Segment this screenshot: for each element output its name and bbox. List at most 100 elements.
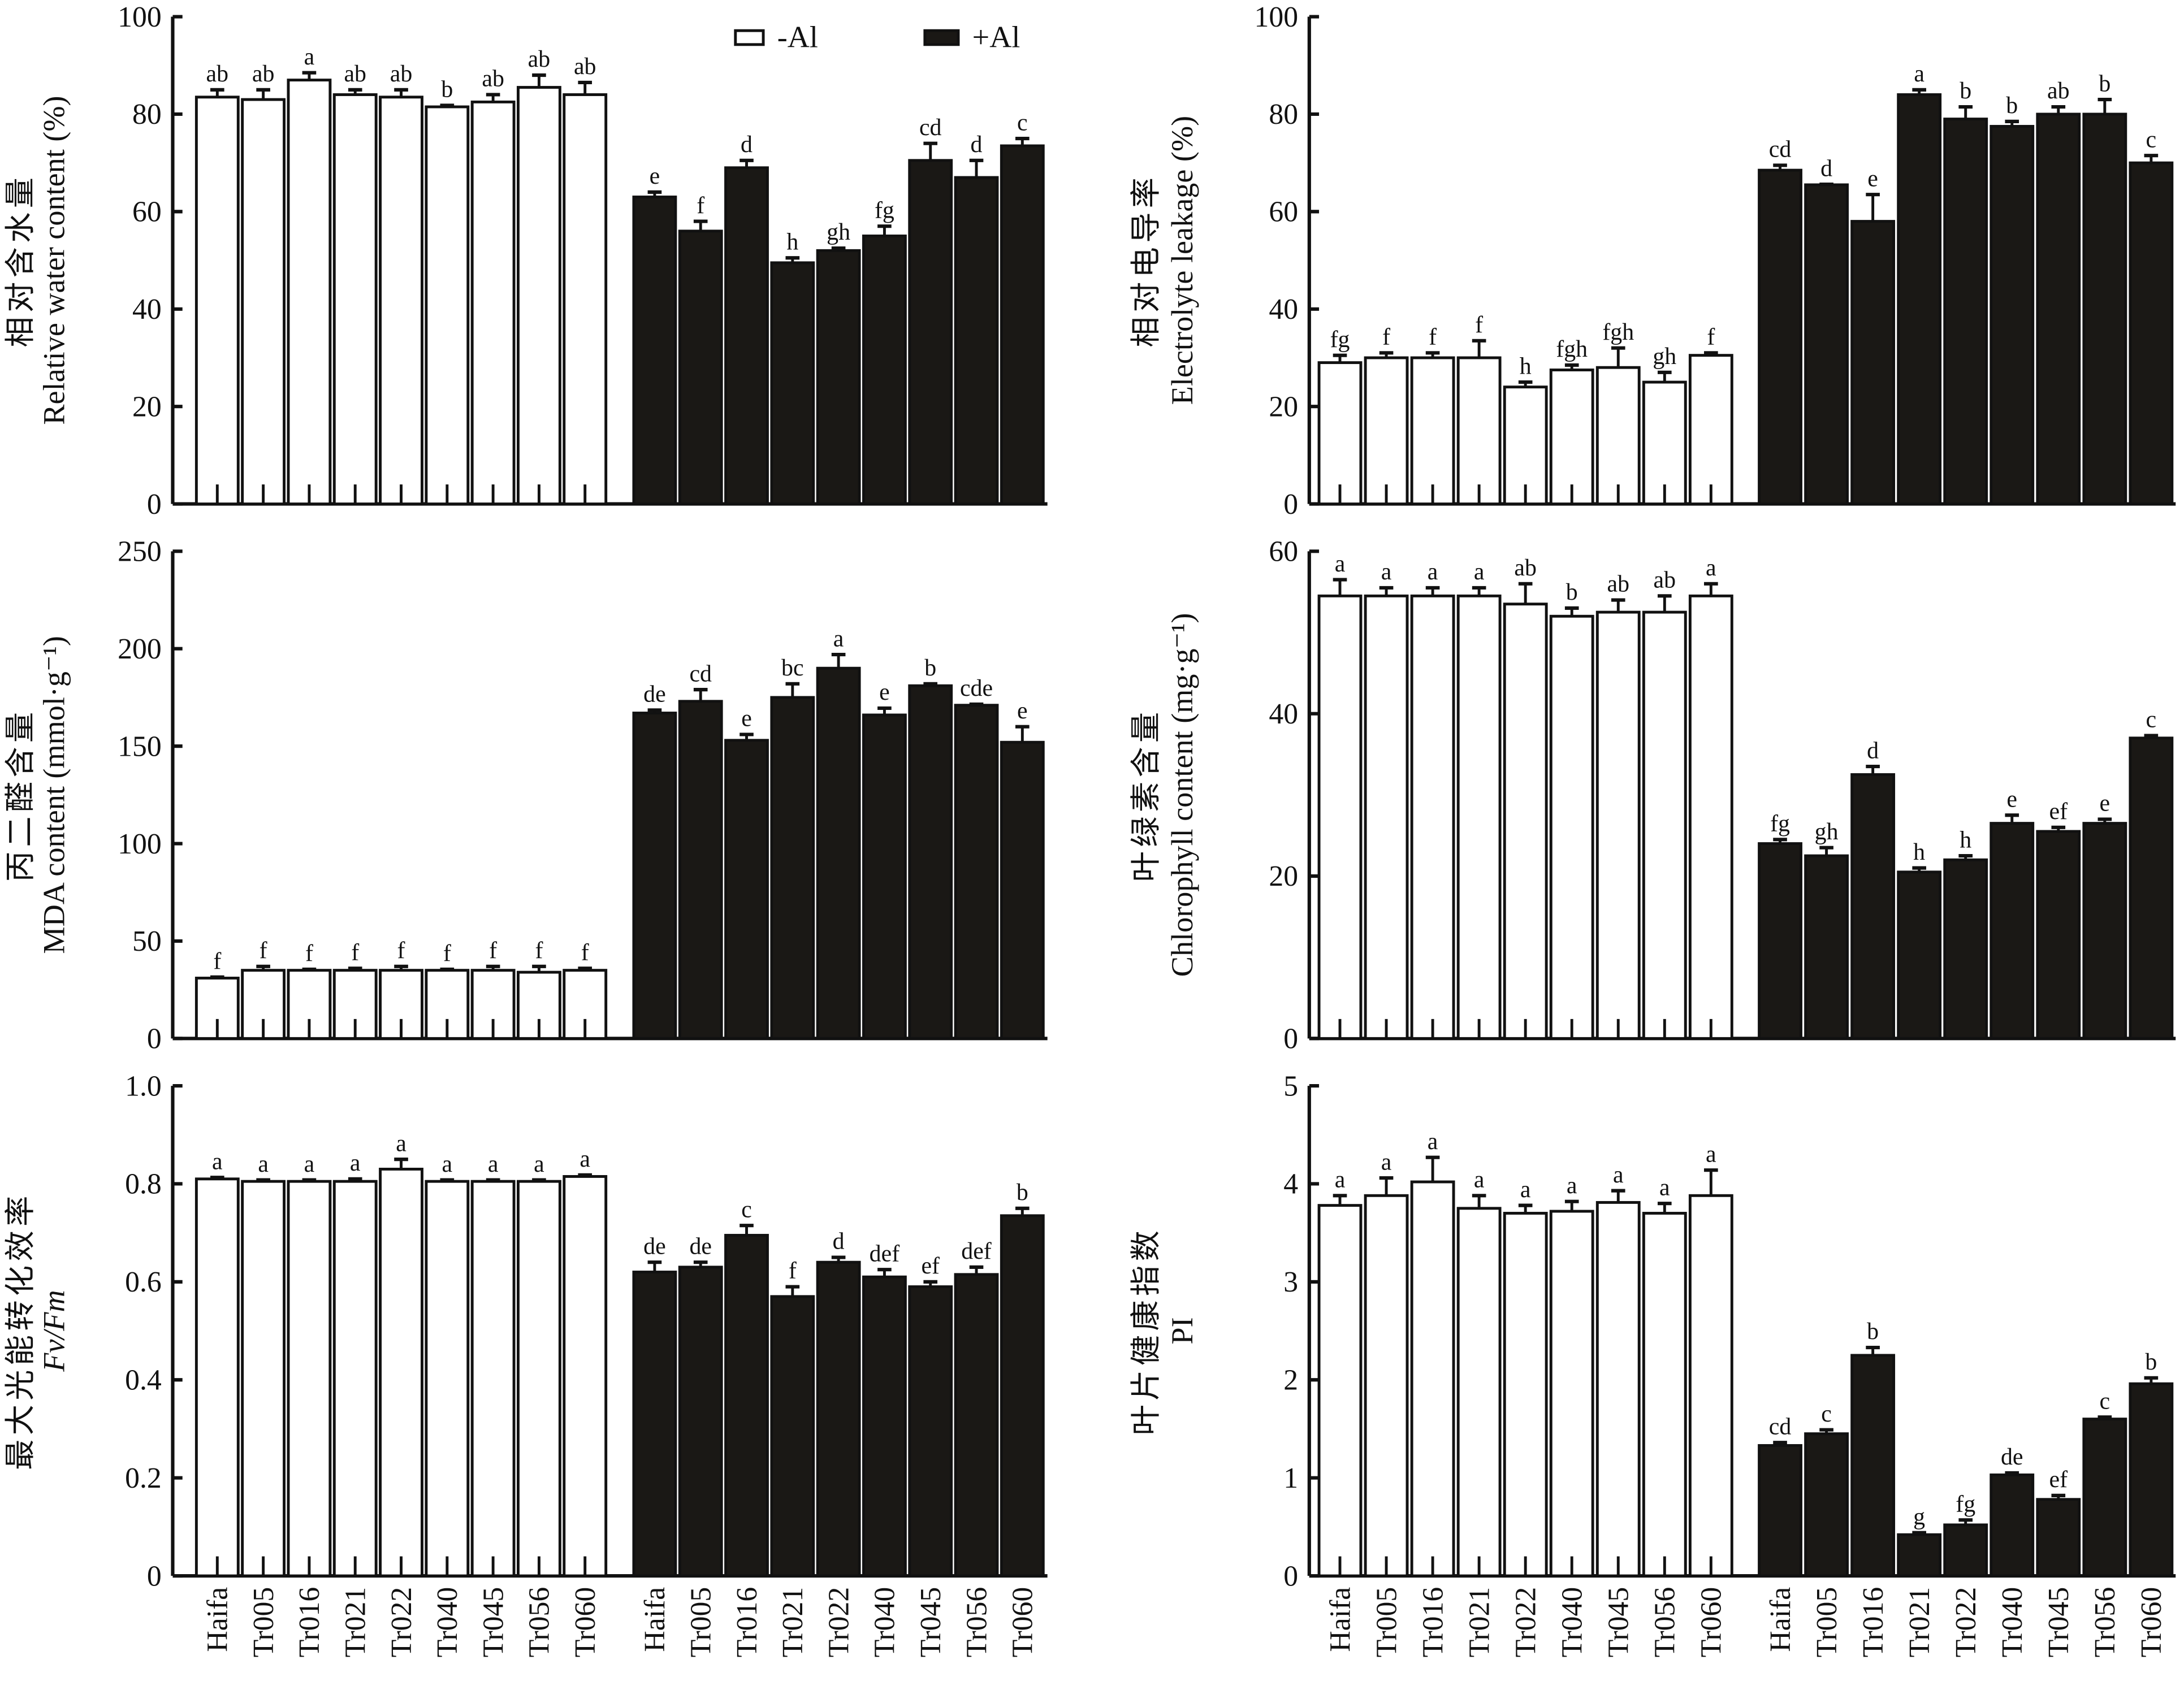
y-tick-label: 0.2 <box>125 1462 162 1494</box>
bar-Al-Tr056 <box>1642 1212 1687 1578</box>
y-axis-label-en: Electrolyte leakage (%) <box>1165 116 1199 405</box>
significance-letter: de <box>689 1233 712 1259</box>
legend: -Al +Al <box>734 20 1020 54</box>
significance-letter: b <box>1867 1319 1879 1345</box>
x-tick-label: Tr060 <box>569 1587 602 1658</box>
bar-Al-Tr056 <box>954 176 999 506</box>
y-tick-label: 0 <box>1283 488 1298 521</box>
bar-Al-Tr021 <box>770 696 815 1040</box>
legend-label-minus-al: -Al <box>777 20 818 54</box>
significance-letter: f <box>1382 324 1390 350</box>
bar-Al-Tr022 <box>379 1168 423 1578</box>
x-tick-label: Tr060 <box>1696 1587 1728 1658</box>
bar-Al-Tr060 <box>2129 161 2174 506</box>
y-tick-label: 40 <box>1269 293 1298 326</box>
x-tick-label: Tr060 <box>2135 1587 2168 1658</box>
panel-3: 0 50 100 150 200 250 丙二醛含量 MDA content (mmol·g⁻… <box>3 536 1048 1055</box>
significance-letter: f <box>397 938 405 964</box>
y-tick-label: 40 <box>1269 698 1298 730</box>
significance-letter: ab <box>1514 555 1537 581</box>
x-tick-label: Tr060 <box>1007 1587 1039 1658</box>
significance-letter: f <box>697 193 704 219</box>
significance-letter: d <box>741 132 752 158</box>
bar-Al-Tr056 <box>2082 1418 2127 1578</box>
bar-Al-Tr045 <box>908 1285 953 1578</box>
y-tick-label: 3 <box>1283 1266 1298 1298</box>
significance-letter: fg <box>875 197 894 223</box>
y-tick-label: 20 <box>132 391 162 423</box>
y-axis-label-cn: 最大光能转化效率 <box>3 1191 37 1470</box>
y-tick-label: 0 <box>147 1560 162 1592</box>
significance-letter: a <box>1659 1175 1670 1201</box>
bar-Al-Haifa <box>1758 1444 1802 1578</box>
significance-letter: a <box>488 1151 499 1177</box>
x-tick-label: Tr045 <box>1603 1587 1635 1658</box>
bar-Al-Haifa <box>632 712 677 1040</box>
y-tick-label: 1.0 <box>125 1070 162 1102</box>
significance-letter: b <box>2099 71 2111 97</box>
x-tick-label: Haifa <box>1765 1587 1797 1652</box>
significance-letter: a <box>1474 1167 1485 1193</box>
significance-letter: f <box>789 1258 797 1284</box>
bar-Al-Tr022 <box>816 249 861 506</box>
bar-Al-Tr016 <box>724 1234 769 1578</box>
significance-letter: b <box>441 77 453 103</box>
bar-Al-Tr060 <box>563 1175 608 1578</box>
significance-letter: f <box>305 941 313 967</box>
x-tick-label: Tr021 <box>777 1587 809 1658</box>
bar-Al-Haifa <box>1758 842 1802 1040</box>
bar-Al-Tr045 <box>1595 366 1641 506</box>
significance-letter: a <box>442 1151 453 1177</box>
significance-letter: a <box>304 1151 315 1177</box>
bar-Al-Tr060 <box>2129 1382 2174 1578</box>
bar-Al-Tr005 <box>1364 1194 1409 1578</box>
y-tick-label: 150 <box>118 730 162 762</box>
legend-swatch-minus-al <box>734 29 765 46</box>
bar-Al-Haifa <box>632 1271 677 1578</box>
significance-letter: b <box>2145 1349 2157 1375</box>
significance-letter: e <box>1017 698 1028 724</box>
bar-Al-Tr056 <box>517 1180 561 1578</box>
significance-letter: c <box>1017 110 1028 136</box>
bar-Al-Tr060 <box>1000 740 1045 1040</box>
significance-letter: a <box>1520 1177 1531 1203</box>
significance-letter: a <box>833 626 844 652</box>
significance-letter: b <box>2006 93 2018 119</box>
x-tick-label: Tr040 <box>1996 1587 2029 1658</box>
y-tick-label: 0.6 <box>125 1266 162 1298</box>
bar-Al-Tr016 <box>1410 594 1455 1040</box>
significance-letter: a <box>350 1150 361 1176</box>
bar-Al-Tr016 <box>287 79 332 506</box>
bar-Al-Tr016 <box>1850 1354 1896 1578</box>
bar-Al-Tr021 <box>770 1295 815 1578</box>
significance-letter: de <box>2001 1444 2023 1470</box>
y-tick-label: 100 <box>1255 1 1299 33</box>
y-tick-label: 250 <box>118 536 162 568</box>
bar-Al-Haifa <box>194 96 240 506</box>
bar-Al-Tr045 <box>2036 112 2081 506</box>
significance-letter: ef <box>2049 1467 2068 1493</box>
bar-Al-Tr056 <box>2082 822 2127 1040</box>
significance-letter: f <box>1475 312 1483 338</box>
y-tick-label: 60 <box>1269 196 1298 228</box>
x-tick-label: Tr021 <box>1904 1587 1936 1658</box>
significance-letter: e <box>2100 791 2111 817</box>
x-tick-label: Tr040 <box>1556 1587 1588 1658</box>
panel-1: 0 20 40 60 80 100 相对含水量 Relative water content … <box>3 1 1048 521</box>
bar-Al-Tr021 <box>770 261 815 506</box>
y-tick-label: 0 <box>147 1023 162 1055</box>
x-tick-label: Tr056 <box>2089 1587 2121 1658</box>
significance-letter: ab <box>574 54 596 80</box>
significance-letter: de <box>643 682 666 708</box>
significance-letter: a <box>1335 551 1346 577</box>
bar-Al-Tr040 <box>425 1180 470 1578</box>
significance-letter: a <box>396 1130 406 1156</box>
significance-letter: ab <box>1654 567 1676 593</box>
significance-letter: de <box>643 1233 666 1259</box>
x-tick-label: Tr016 <box>1857 1587 1889 1658</box>
significance-letter: d <box>833 1229 845 1255</box>
significance-letter: f <box>489 938 497 964</box>
significance-letter: f <box>213 948 221 974</box>
bar-Al-Tr040 <box>1990 822 2035 1040</box>
significance-letter: f <box>1707 324 1715 350</box>
